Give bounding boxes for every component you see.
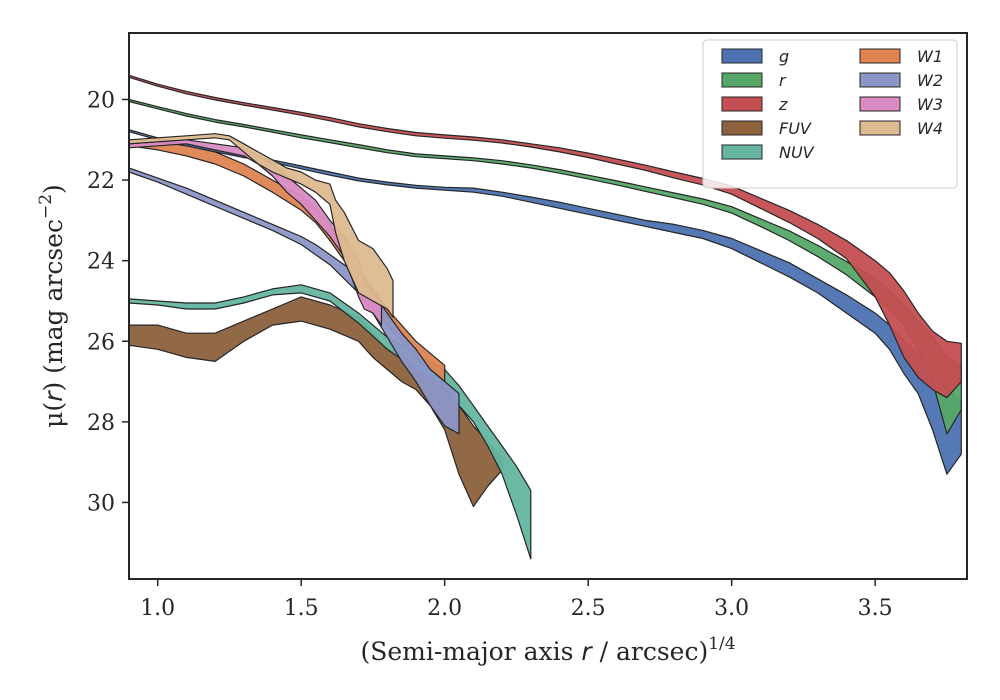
legend-label: r [779,71,787,90]
legend-swatch [721,48,763,64]
legend-swatch [859,120,901,136]
x-axis-label: (Semi-major axis r / arcsec)1/4 [360,634,735,666]
legend-entry-w3: W3 [859,95,943,114]
x-tick-label: 2.0 [427,596,462,621]
y-tick-label: 28 [87,411,115,436]
series-band-r [128,98,962,435]
plot-frame [128,32,968,580]
x-tick-label: 3.0 [714,596,749,621]
legend-entry-fuv: FUV [721,119,812,138]
legend-label: NUV [779,143,815,162]
series-band-w2 [128,167,460,435]
legend-swatch [721,96,763,112]
legend-label: z [778,95,788,114]
legend-entry-w2: W2 [859,71,943,90]
legend-label: W1 [917,47,943,66]
y-axis-label: μ(r) (mag arcsec−2) [36,184,68,428]
y-tick-label: 24 [87,250,115,275]
series-band-nuv [128,284,532,560]
legend-entry-w4: W4 [859,119,943,138]
y-axis-label-close: ) [39,184,68,194]
legend: grz FUV NUV W1 W2 W3 W4 [702,39,958,189]
y-tick-label: 22 [87,169,115,194]
y-tick-label: 30 [87,491,115,516]
legend-swatch [859,96,901,112]
legend-swatch [721,144,763,160]
ticks-layer: 1.0 1.5 2.0 2.5 3.0 3.5 20 22 24 26 28 30 [87,88,893,621]
x-tick-label: 2.5 [571,596,606,621]
y-axis-label-var: r [39,390,68,402]
legend-entry-z: z [721,95,788,114]
y-axis-label-end: ) (mag arcsec [39,219,68,392]
x-axis-label-var: r [581,637,593,666]
legend-entry-r: r [721,71,787,90]
x-tick-label: 1.5 [284,596,319,621]
legend-label: W4 [917,119,943,138]
legend-swatch [721,120,763,136]
y-axis-label-main: μ( [39,402,68,428]
x-axis-label-main: (Semi-major axis [360,637,581,666]
x-tick-label: 1.0 [140,596,175,621]
y-tick-label: 26 [87,330,115,355]
series-band-z [128,74,962,399]
legend-label: W2 [917,71,943,90]
series-band-g [128,129,962,475]
x-tick-label: 3.5 [858,596,893,621]
y-axis-label-sup: −2 [36,194,56,219]
legend-swatch [859,48,901,64]
y-tick-label: 20 [87,88,115,113]
x-axis-label-sup: 1/4 [708,634,735,654]
legend-label: FUV [779,119,812,138]
series-layer [128,74,962,560]
legend-swatch [721,72,763,88]
legend-label: W3 [917,95,943,114]
legend-entry-nuv: NUV [721,143,815,162]
legend-entry-w1: W1 [859,47,943,66]
legend-entry-g: g [721,47,789,66]
legend-label: g [779,47,789,66]
legend-swatch [859,72,901,88]
x-axis-label-end: / arcsec) [592,637,709,666]
series-band-w4 [128,133,394,318]
